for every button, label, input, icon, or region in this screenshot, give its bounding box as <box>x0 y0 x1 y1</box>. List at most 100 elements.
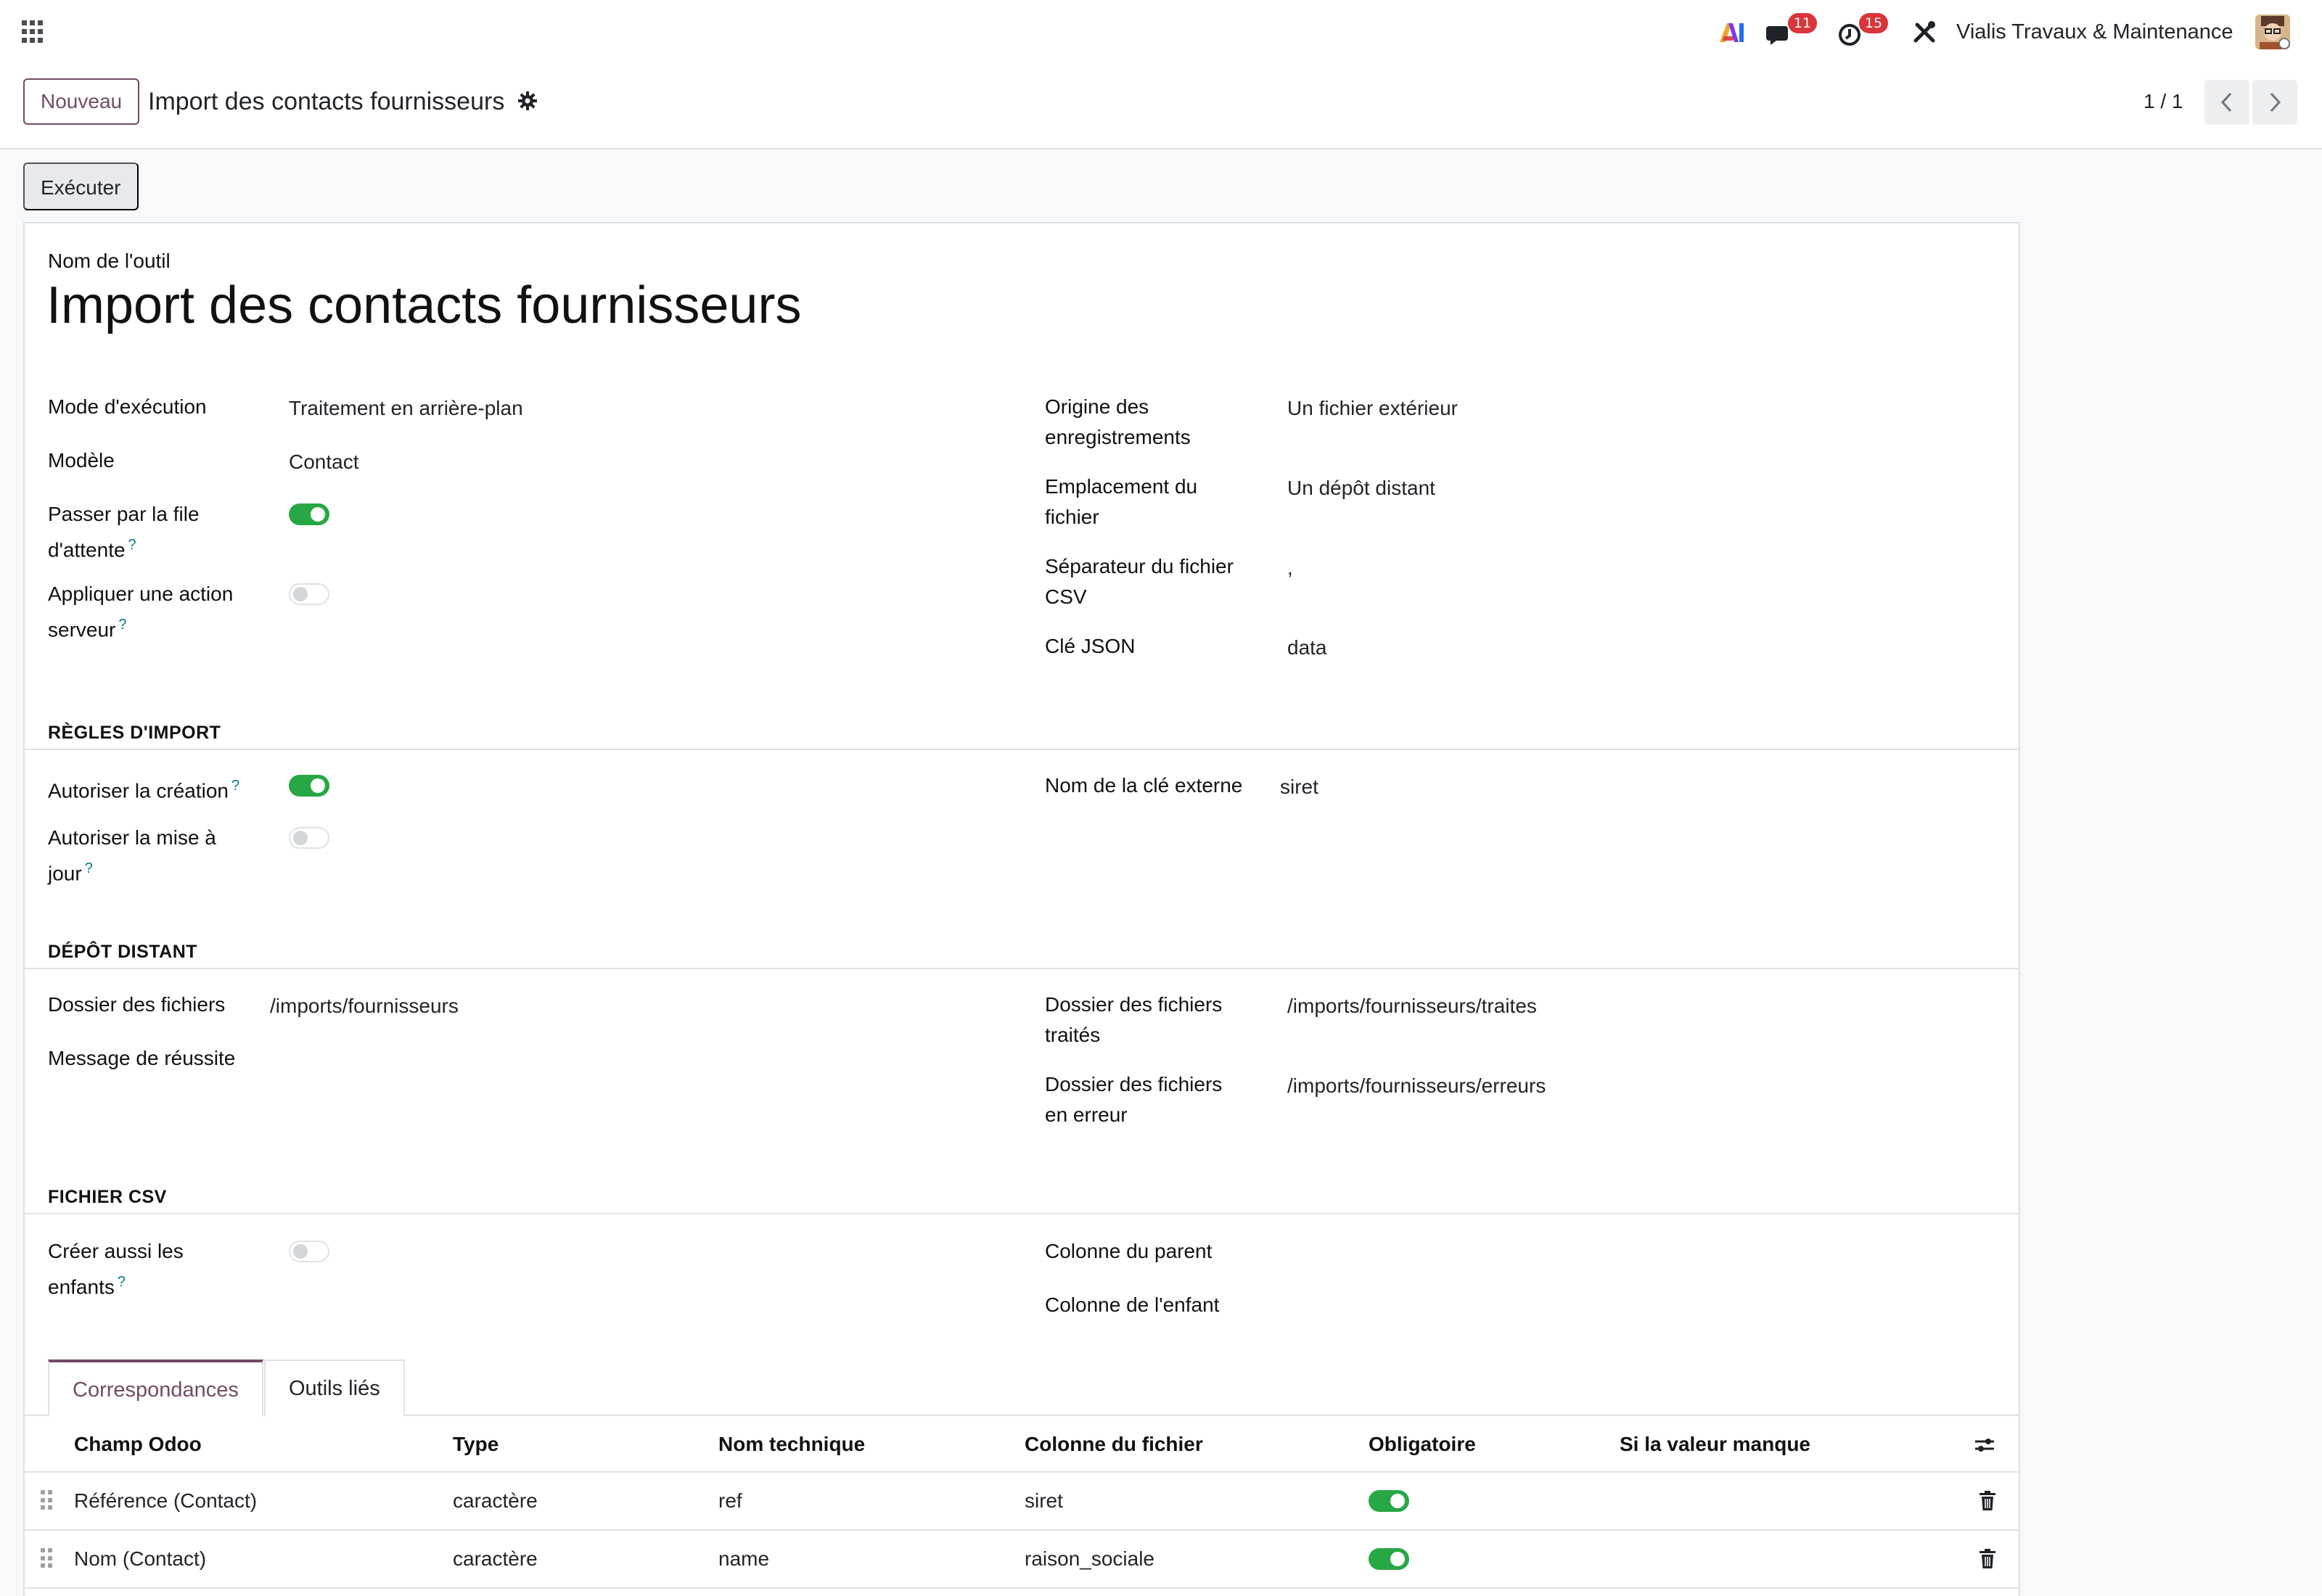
cell-type[interactable]: caractère <box>453 1547 538 1570</box>
cell-odoo-field[interactable]: Nom (Contact) <box>74 1547 207 1570</box>
column-header-technical-name[interactable]: Nom technique <box>718 1433 866 1455</box>
required-toggle[interactable] <box>1369 1548 1409 1570</box>
execution-mode-label: Mode d'exécution <box>48 395 207 418</box>
create-children-label-line1: Créer aussi les <box>48 1240 184 1262</box>
file-location-field[interactable]: Un dépôt distant <box>1287 477 1435 499</box>
file-location-label: Emplacement du fichier <box>1045 472 1197 532</box>
file-location-label-line1: Emplacement du <box>1045 475 1198 498</box>
new-button[interactable]: Nouveau <box>23 78 140 125</box>
import-rules-section-title: RÈGLES D'IMPORT <box>48 723 221 743</box>
files-folder-field[interactable]: /imports/fournisseurs <box>270 995 459 1017</box>
tools-icon[interactable] <box>1911 16 1937 48</box>
trash-icon[interactable] <box>1978 1490 1997 1512</box>
csv-separator-field[interactable]: , <box>1287 556 1293 579</box>
model-field[interactable]: Contact <box>289 451 359 473</box>
cell-odoo-field[interactable]: Référence (Contact) <box>74 1489 258 1512</box>
trash-icon[interactable] <box>1978 1548 1997 1570</box>
json-key-label: Clé JSON <box>1045 635 1136 657</box>
external-key-field[interactable]: siret <box>1280 776 1318 798</box>
allow-create-label-text: Autoriser la création <box>48 779 229 802</box>
files-folder-label: Dossier des fichiers <box>48 993 226 1016</box>
messages-count-badge: 11 <box>1788 13 1817 33</box>
create-children-toggle[interactable] <box>289 1241 329 1262</box>
pager-previous-button[interactable] <box>2204 80 2249 125</box>
help-icon[interactable]: ? <box>117 1274 126 1290</box>
csv-file-section-title: FICHIER CSV <box>48 1187 167 1207</box>
allow-create-label: Autoriser la création? <box>48 770 239 806</box>
pager-value[interactable]: 1 / 1 <box>2143 90 2183 112</box>
server-action-label-line2: serveur <box>48 618 116 641</box>
csv-separator-label-line2: CSV <box>1045 585 1087 608</box>
chevron-right-icon <box>2270 92 2281 112</box>
error-folder-label-line2: en erreur <box>1045 1103 1128 1126</box>
processed-folder-field[interactable]: /imports/fournisseurs/traites <box>1287 995 1537 1017</box>
processed-folder-label-line1: Dossier des fichiers <box>1045 993 1223 1016</box>
column-header-missing-value[interactable]: Si la valeur manque <box>1620 1433 1810 1455</box>
section-divider <box>25 749 2019 750</box>
execute-button[interactable]: Exécuter <box>23 163 139 210</box>
form-sheet: Nom de l'outil Import des contacts fourn… <box>23 222 2020 1596</box>
cell-technical-name[interactable]: name <box>718 1547 770 1570</box>
cell-technical-name[interactable]: ref <box>718 1489 742 1512</box>
apps-grid-icon[interactable] <box>22 20 45 44</box>
json-key-field[interactable]: data <box>1287 636 1327 659</box>
parent-column-label: Colonne du parent <box>1045 1240 1213 1262</box>
queue-toggle[interactable] <box>289 503 329 525</box>
model-label: Modèle <box>48 449 115 472</box>
drag-handle-icon[interactable] <box>41 1548 52 1568</box>
pager-next-button[interactable] <box>2252 80 2297 125</box>
create-children-label: Créer aussi les enfants? <box>48 1236 184 1302</box>
chevron-left-icon <box>2220 92 2232 112</box>
company-switcher[interactable]: Vialis Travaux & Maintenance <box>1956 20 2233 44</box>
top-navbar: 11 15 Vialis Travaux & Maintenance <box>0 0 2322 64</box>
csv-separator-label-line1: Séparateur du fichier <box>1045 555 1234 577</box>
tab-correspondances[interactable]: Correspondances <box>48 1360 263 1416</box>
column-header-type[interactable]: Type <box>453 1433 499 1455</box>
remote-depot-section-title: DÉPÔT DISTANT <box>48 942 198 962</box>
server-action-label-line1: Appliquer une action <box>48 583 234 605</box>
server-action-toggle[interactable] <box>289 583 329 605</box>
queue-label: Passer par la file d'attente? <box>48 499 200 565</box>
file-location-label-line2: fichier <box>1045 506 1099 528</box>
section-divider <box>25 968 2019 969</box>
execution-mode-field[interactable]: Traitement en arrière-plan <box>289 397 523 419</box>
cell-type[interactable]: caractère <box>453 1489 538 1512</box>
external-key-label: Nom de la clé externe <box>1045 774 1243 797</box>
record-title: Import des contacts fournisseurs <box>148 86 538 119</box>
column-header-required[interactable]: Obligatoire <box>1369 1433 1476 1455</box>
processed-folder-label-line2: traités <box>1045 1024 1101 1046</box>
create-children-label-line2: enfants <box>48 1275 115 1299</box>
origin-label-line2: enregistrements <box>1045 426 1191 448</box>
error-folder-field[interactable]: /imports/fournisseurs/erreurs <box>1287 1074 1546 1097</box>
origin-label-line1: Origine des <box>1045 395 1149 418</box>
error-folder-label: Dossier des fichiers en erreur <box>1045 1069 1222 1130</box>
help-icon[interactable]: ? <box>231 778 240 794</box>
tool-name-label: Nom de l'outil <box>48 250 171 272</box>
error-folder-label-line1: Dossier des fichiers <box>1045 1073 1223 1095</box>
user-avatar[interactable] <box>2255 15 2290 49</box>
activities-button[interactable]: 15 <box>1837 13 1895 48</box>
help-icon[interactable]: ? <box>128 537 136 553</box>
column-header-odoo-field[interactable]: Champ Odoo <box>74 1433 202 1455</box>
origin-field[interactable]: Un fichier extérieur <box>1287 397 1458 419</box>
help-icon[interactable]: ? <box>118 617 127 633</box>
required-toggle[interactable] <box>1369 1490 1409 1512</box>
column-header-file-column[interactable]: Colonne du fichier <box>1025 1433 1203 1455</box>
column-settings-icon[interactable] <box>1974 1435 1995 1460</box>
row-divider <box>25 1587 2019 1589</box>
ai-icon[interactable] <box>1717 16 1746 48</box>
cell-file-column[interactable]: raison_sociale <box>1025 1547 1154 1570</box>
allow-create-toggle[interactable] <box>289 775 329 797</box>
drag-handle-icon[interactable] <box>41 1490 52 1510</box>
help-icon[interactable]: ? <box>84 860 93 876</box>
child-column-label: Colonne de l'enfant <box>1045 1293 1220 1316</box>
gear-icon[interactable] <box>517 87 538 119</box>
tab-related-tools[interactable]: Outils liés <box>264 1360 405 1416</box>
allow-update-toggle[interactable] <box>289 827 329 849</box>
table-header-divider <box>25 1471 2019 1473</box>
tool-name-field[interactable]: Import des contacts fournisseurs <box>46 276 802 334</box>
server-action-label: Appliquer une action serveur? <box>48 579 233 645</box>
cell-file-column[interactable]: siret <box>1025 1489 1063 1512</box>
control-panel: Nouveau Import des contacts fournisseurs… <box>0 64 2322 149</box>
messages-button[interactable]: 11 <box>1766 13 1824 48</box>
